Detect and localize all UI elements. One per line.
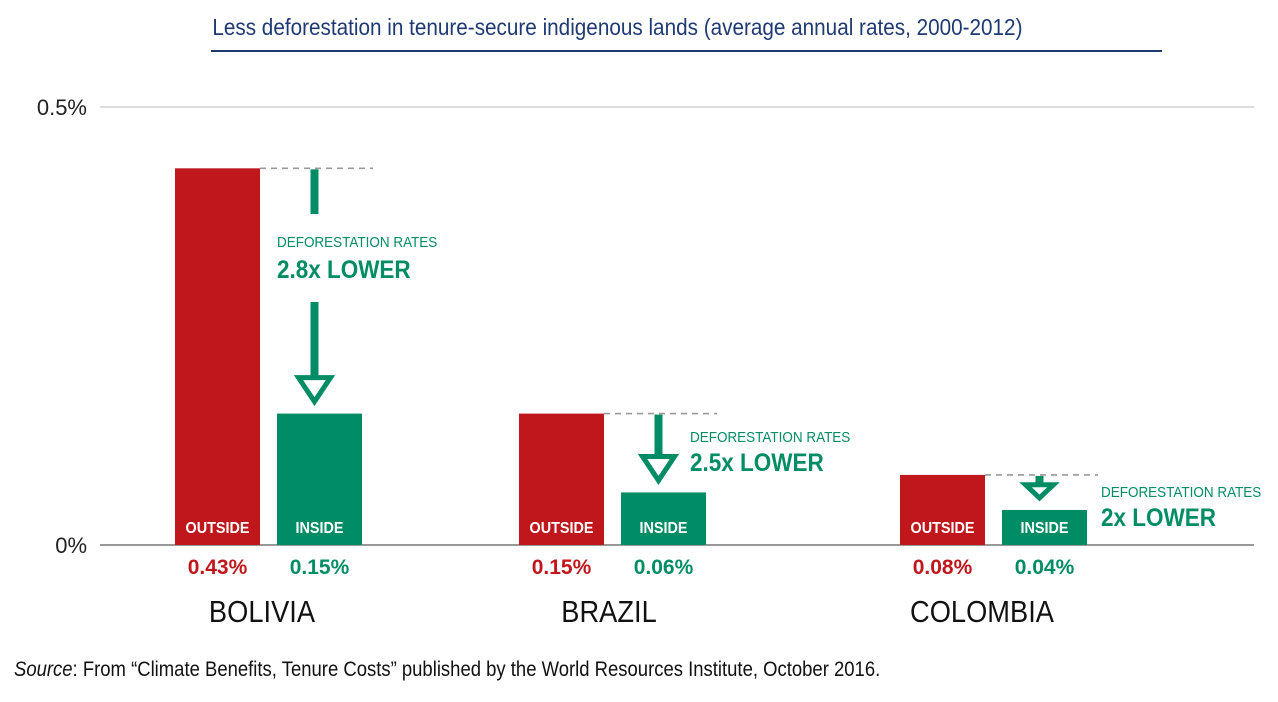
source-text: : From “Climate Benefits, Tenure Costs” … xyxy=(72,658,881,681)
bar-outside xyxy=(900,474,985,545)
bar-label-outside: OUTSIDE xyxy=(529,519,593,537)
bar-label-outside: OUTSIDE xyxy=(910,519,974,537)
source-label: Source xyxy=(14,658,73,681)
arrow-shaft xyxy=(310,302,319,378)
value-label-outside: 0.08% xyxy=(913,556,973,579)
bar-label-inside: INSIDE xyxy=(639,519,687,537)
bar-inside xyxy=(621,492,706,545)
arrow-head xyxy=(293,375,336,407)
arrow-head xyxy=(1019,482,1060,502)
bar-inside xyxy=(277,413,362,545)
bar-outside xyxy=(175,168,260,545)
annotation-line2: 2x LOWER xyxy=(1101,504,1216,532)
bar-outside xyxy=(519,413,604,545)
title-underline xyxy=(211,50,1162,52)
arrow-shaft xyxy=(654,414,663,457)
source-note: Source: From “Climate Benefits, Tenure C… xyxy=(14,658,880,682)
annotation-line1: DEFORESTATION RATES xyxy=(277,234,437,251)
annotation-line2: 2.5x LOWER xyxy=(690,449,824,477)
value-label-outside: 0.43% xyxy=(188,556,248,579)
y-tick-label: 0.5% xyxy=(37,95,87,120)
bar-inside xyxy=(1002,509,1087,545)
y-tick-label: 0% xyxy=(55,533,87,558)
arrow-shaft xyxy=(1035,475,1044,485)
bar-label-inside: INSIDE xyxy=(295,519,343,537)
chart-title: Less deforestation in tenure-secure indi… xyxy=(212,14,1023,40)
annotation-line1: DEFORESTATION RATES xyxy=(690,429,850,446)
category-label: BRAZIL xyxy=(561,595,656,629)
category-label: COLOMBIA xyxy=(910,595,1054,629)
annotation-line2: 2.8x LOWER xyxy=(277,256,411,284)
arrow-head xyxy=(637,453,680,485)
bar-label-inside: INSIDE xyxy=(1020,519,1068,537)
arrow-shaft xyxy=(310,169,319,214)
category-label: BOLIVIA xyxy=(209,595,316,629)
annotation-line1: DEFORESTATION RATES xyxy=(1101,484,1261,501)
value-label-outside: 0.15% xyxy=(532,556,592,579)
bar-label-outside: OUTSIDE xyxy=(185,519,249,537)
value-label-inside: 0.15% xyxy=(290,556,350,579)
value-label-inside: 0.04% xyxy=(1015,556,1075,579)
value-label-inside: 0.06% xyxy=(634,556,694,579)
